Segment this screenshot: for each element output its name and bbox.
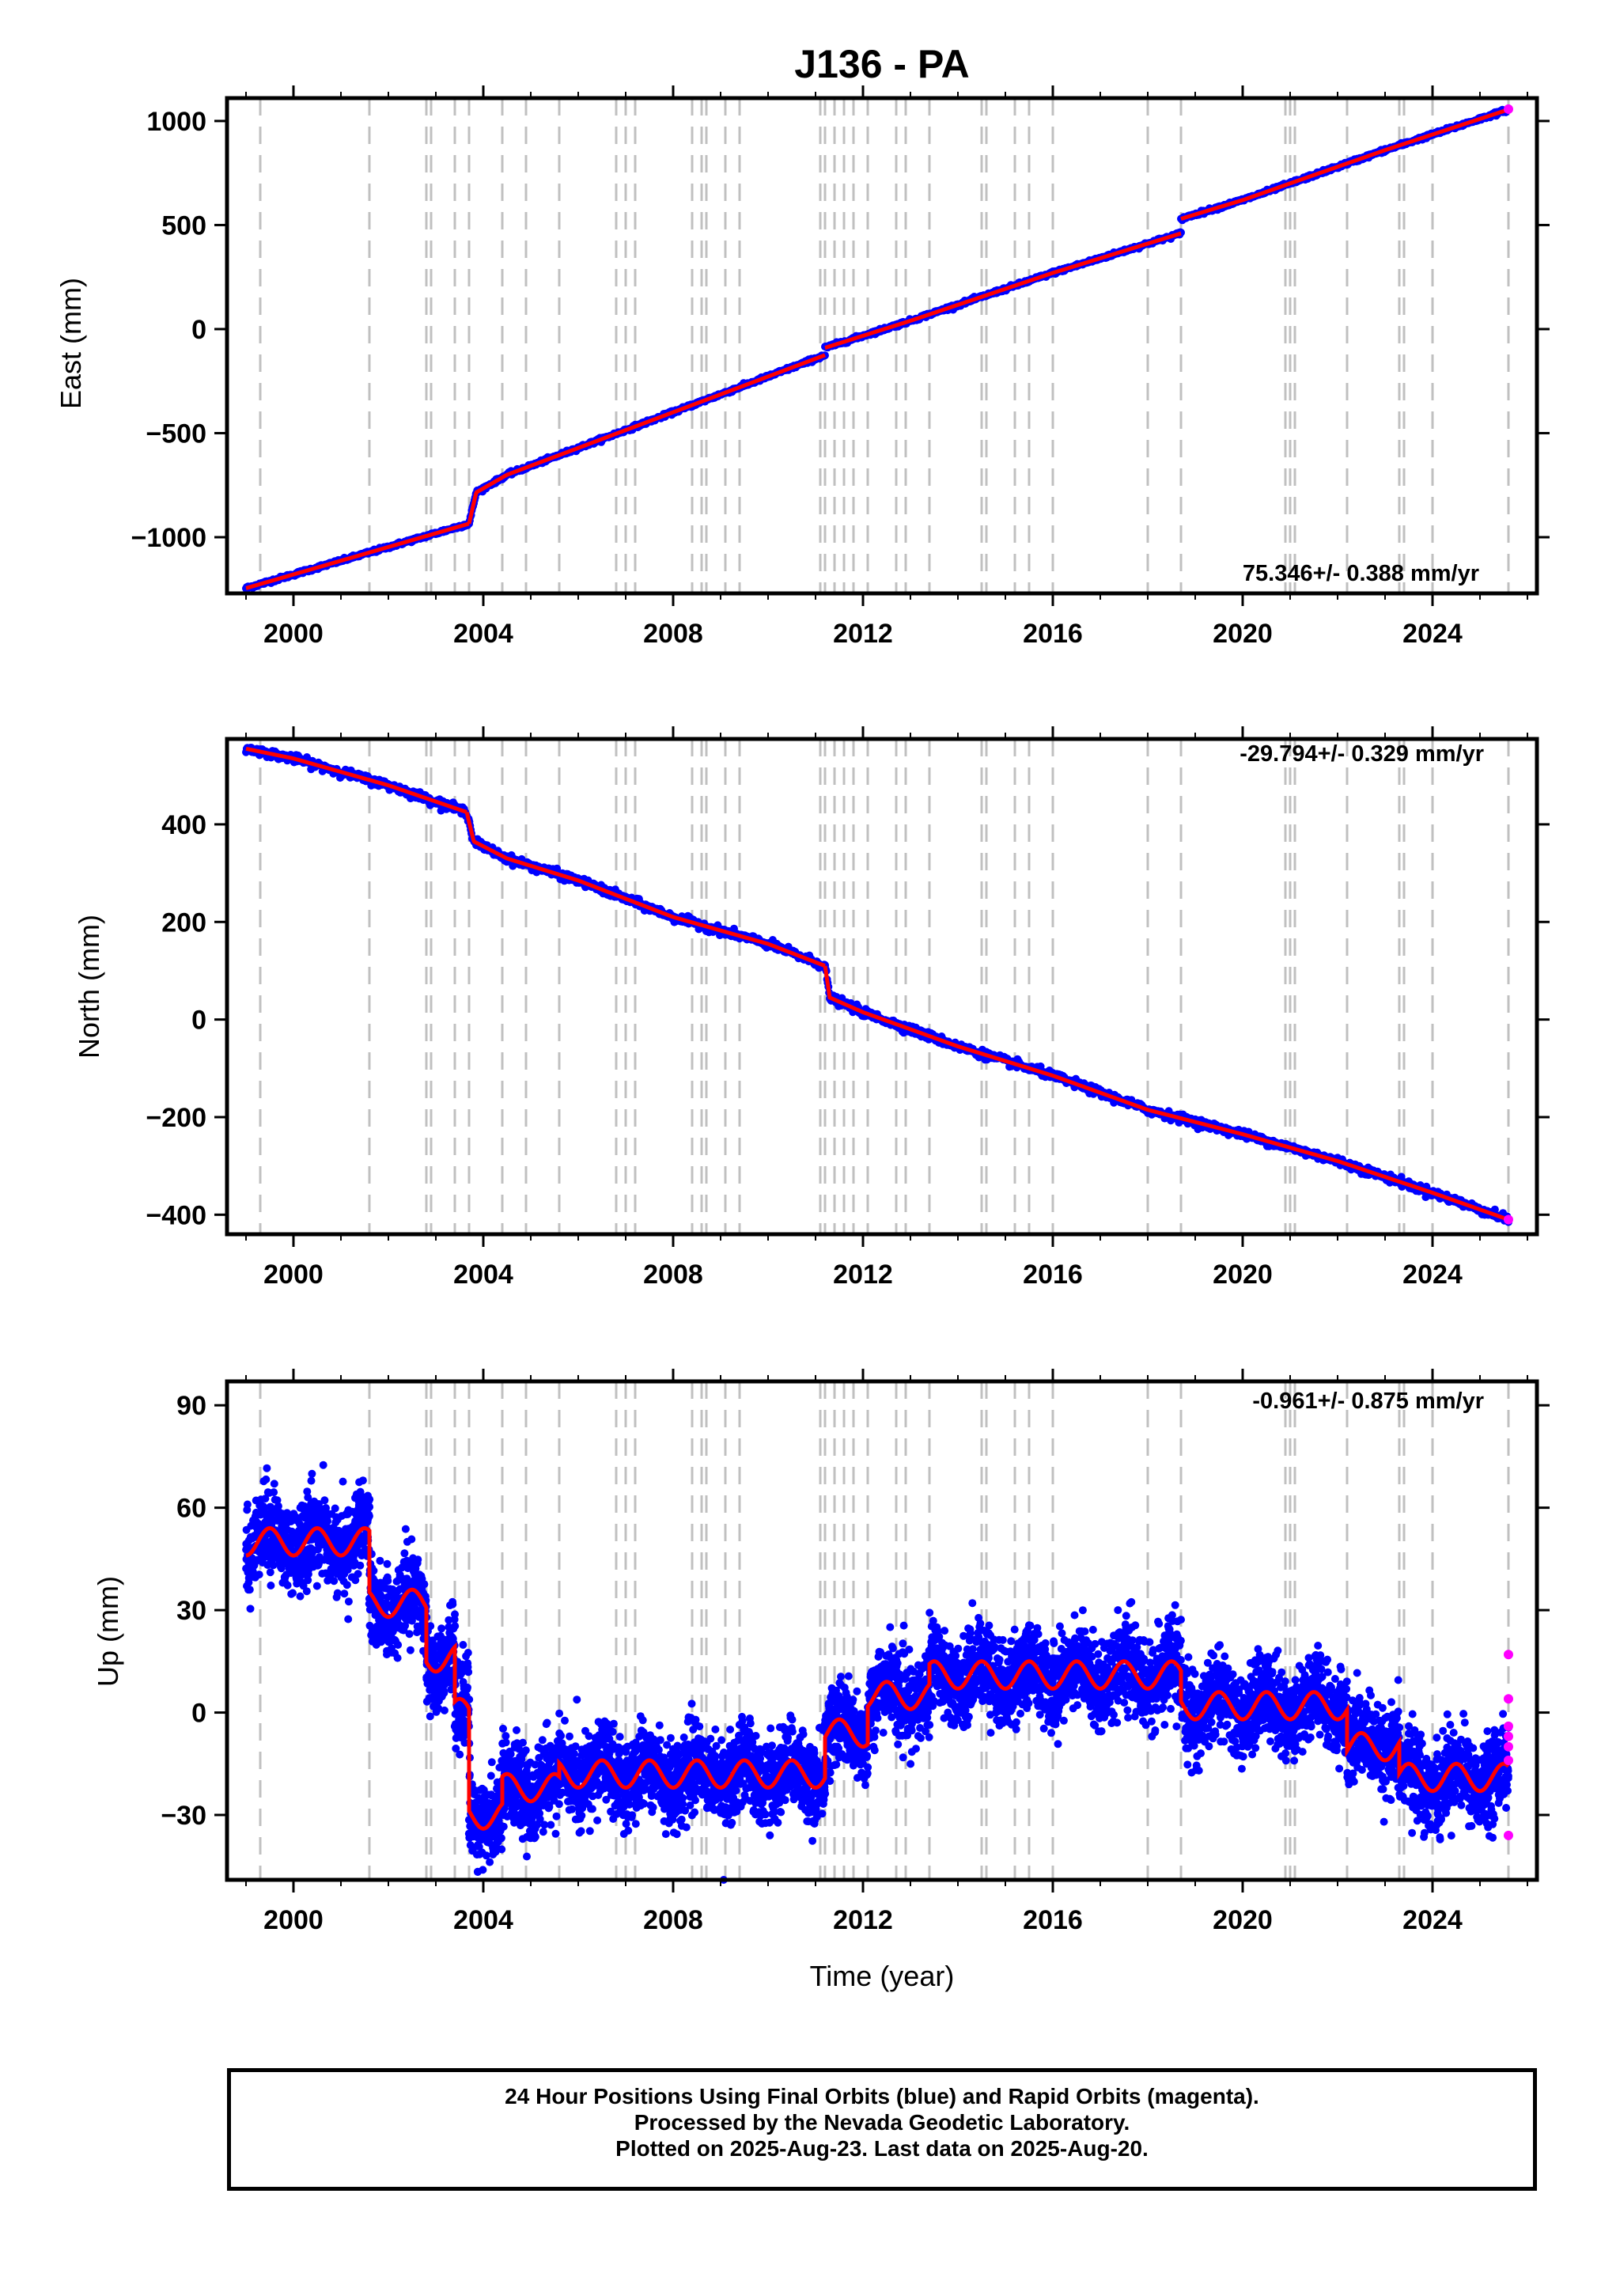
- up-data-point: [307, 1476, 316, 1485]
- up-data-point: [302, 1587, 311, 1596]
- up-data-point: [356, 1561, 365, 1570]
- up-data-point: [324, 1517, 332, 1525]
- up-data-point: [358, 1476, 367, 1485]
- up-data-point: [255, 1570, 263, 1579]
- up-data-point: [320, 1496, 329, 1505]
- east-x-tick-label: 2016: [1023, 619, 1083, 649]
- up-data-point: [340, 1589, 349, 1598]
- up-data-point: [296, 1592, 305, 1601]
- north-final-orbit-points: [242, 744, 1512, 1226]
- east-y-axis-label: East (mm): [55, 278, 87, 409]
- north-x-tick-label: 2012: [833, 1260, 893, 1290]
- north-y-tick-label: 0: [191, 1006, 206, 1036]
- east-rapid-orbit-point: [1504, 104, 1513, 114]
- up-data-point: [339, 1477, 347, 1486]
- east-y-tick-label: 1000: [146, 107, 206, 137]
- east-y-tick-label: 500: [161, 210, 206, 241]
- up-data-point: [246, 1605, 255, 1613]
- north-rapid-orbit-point: [1504, 1214, 1513, 1225]
- east-model-line: [467, 353, 827, 525]
- up-data-point: [344, 1597, 353, 1606]
- north-panel: North (mm) 2000 2004 2008 2012 2016 2020 2024−…: [73, 726, 1550, 1290]
- north-x-tick-label: 2020: [1213, 1260, 1273, 1290]
- east-y-tick-label: 0: [191, 315, 206, 345]
- up-panel: Up (mm) 2000 2004 2008 2012 2016 2020 2024−300…: [92, 1369, 1550, 1935]
- up-data-point: [289, 1589, 297, 1597]
- up-data-point: [354, 1570, 362, 1578]
- up-data-point: [405, 1630, 414, 1639]
- up-data-point: [394, 1641, 403, 1649]
- up-data-point: [331, 1504, 339, 1513]
- north-x-tick-label: 2000: [263, 1260, 324, 1290]
- up-data-point: [263, 1464, 271, 1472]
- east-panel: East (mm) 2000 2004 2008 2012 2016 2020 2024 −1…: [55, 85, 1550, 649]
- chart-title: J136 - PA: [794, 42, 969, 86]
- north-y-axis-label: North (mm): [73, 915, 105, 1059]
- east-model-line: [245, 521, 470, 590]
- up-data-point: [262, 1475, 271, 1483]
- north-y-tick-label: −400: [146, 1200, 206, 1230]
- up-data-point: [406, 1646, 414, 1654]
- up-data-point: [245, 1586, 254, 1594]
- east-x-tick-label: 2000: [263, 619, 324, 649]
- north-y-tick-label: 200: [161, 907, 206, 938]
- up-data-point: [344, 1615, 353, 1623]
- north-x-tick-label: 2016: [1023, 1260, 1083, 1290]
- up-data-point: [266, 1568, 274, 1577]
- up-data-point: [243, 1500, 252, 1509]
- east-x-tick-label: 2024: [1402, 619, 1463, 649]
- up-data-point: [270, 1488, 278, 1497]
- up-data-point: [312, 1582, 321, 1590]
- up-data-point: [330, 1577, 339, 1586]
- east-final-orbit-points: [242, 104, 1512, 593]
- east-x-tick-label: 2008: [643, 619, 703, 649]
- up-data-point: [283, 1581, 292, 1589]
- east-x-tick-label: 2004: [453, 619, 513, 649]
- up-data-point: [319, 1461, 327, 1469]
- up-data-point: [308, 1469, 316, 1478]
- east-rate-label: 75.346+/- 0.388 mm/yr: [1243, 561, 1479, 586]
- up-data-point: [384, 1577, 392, 1585]
- up-data-point: [267, 1582, 275, 1589]
- north-x-tick-label: 2008: [643, 1260, 703, 1290]
- up-data-point: [270, 1480, 278, 1488]
- up-data-point: [401, 1525, 410, 1533]
- east-model-line: [1180, 108, 1509, 221]
- up-data-point: [343, 1581, 351, 1589]
- east-x-tick-label: 2012: [833, 619, 893, 649]
- up-data-point: [365, 1502, 374, 1511]
- north-x-tick-label: 2024: [1402, 1260, 1463, 1290]
- east-model-line: [824, 231, 1182, 350]
- north-y-tick-label: −200: [146, 1103, 206, 1133]
- up-data-point: [333, 1589, 342, 1597]
- up-data-point: [365, 1495, 374, 1504]
- up-data-point: [407, 1535, 416, 1544]
- up-data-point: [365, 1512, 373, 1521]
- east-plot-frame: [225, 96, 1539, 596]
- up-data-point: [383, 1559, 392, 1568]
- north-y-tick-label: 400: [161, 810, 206, 840]
- east-x-tick-label: 2020: [1213, 619, 1273, 649]
- east-y-tick-label: −1000: [131, 523, 207, 553]
- up-data-point: [393, 1654, 402, 1662]
- north-x-tick-label: 2004: [453, 1260, 513, 1290]
- up-data-point: [400, 1549, 409, 1558]
- north-rate-label: -29.794+/- 0.329 mm/yr: [1240, 741, 1484, 767]
- up-y-axis-label: Up (mm): [92, 1576, 124, 1687]
- east-y-tick-label: −500: [146, 419, 206, 449]
- up-data-point: [376, 1556, 384, 1565]
